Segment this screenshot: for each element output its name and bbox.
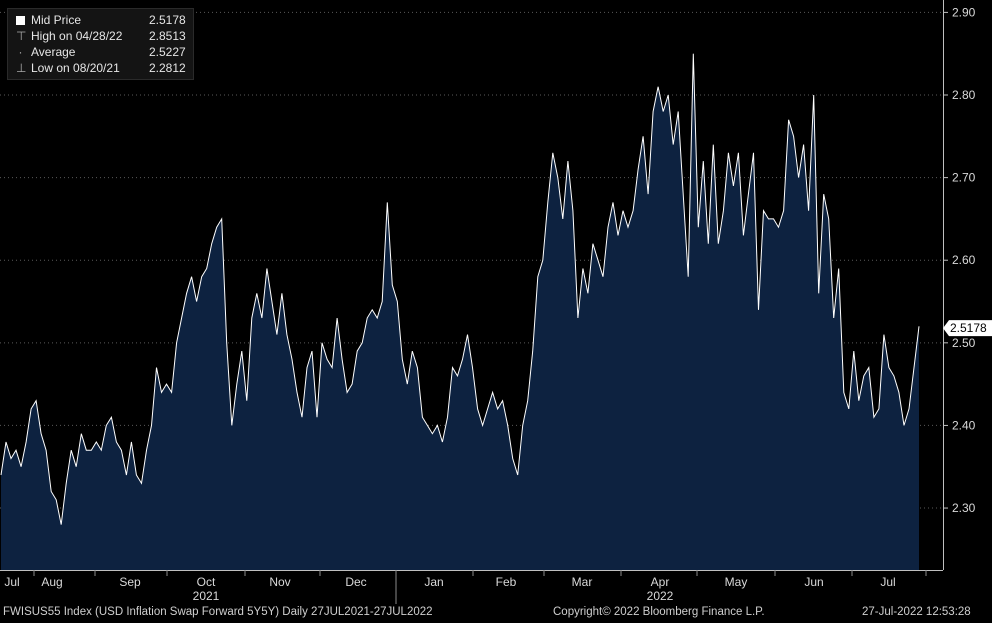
y-tick-label: 2.50 xyxy=(952,336,976,350)
footer-timestamp: 27-Jul-2022 12:53:28 xyxy=(862,606,971,618)
y-tick-label: 2.40 xyxy=(952,418,976,432)
x-year-label: 2022 xyxy=(647,589,674,603)
legend-value-mid-price: 2.5178 xyxy=(149,13,186,27)
x-tick-label: Feb xyxy=(496,575,517,589)
x-tick-label: Aug xyxy=(41,575,62,589)
low-marker-icon: ⊥ xyxy=(16,61,27,75)
legend-row-mid-price: Mid Price xyxy=(16,13,81,29)
y-axis-ticks: 2.30 2.40 2.50 2.60 2.70 2.80 2.90 xyxy=(943,5,976,515)
x-tick-label: Nov xyxy=(269,575,290,589)
x-tick-label: Jan xyxy=(424,575,443,589)
footer-ticker-description: FWISUS55 Index (USD Inflation Swap Forwa… xyxy=(3,606,433,618)
last-price-label: 2.5178 xyxy=(950,321,987,335)
last-price-tag: 2.5178 xyxy=(943,320,992,337)
legend-row-low: ⊥ Low on 08/20/21 xyxy=(16,61,120,75)
y-tick-label: 2.60 xyxy=(952,253,976,267)
x-tick-label: Jul xyxy=(880,575,895,589)
x-year-label: 2021 xyxy=(193,589,220,603)
x-tick-label: Apr xyxy=(651,575,670,589)
y-tick-label: 2.70 xyxy=(952,171,976,185)
x-tick-label: Sep xyxy=(119,575,141,589)
legend-value-high: 2.8513 xyxy=(149,29,186,43)
x-tick-label: Dec xyxy=(345,575,366,589)
footer-copyright: Copyright© 2022 Bloomberg Finance L.P. xyxy=(553,606,765,618)
y-tick-label: 2.30 xyxy=(952,501,976,515)
average-line-icon: · xyxy=(18,45,23,59)
chart-legend: Mid Price 2.5178 ⊤ High on 04/28/22 2.851… xyxy=(7,8,194,80)
legend-row-average: · Average xyxy=(16,45,76,61)
price-line xyxy=(0,53,920,525)
legend-value-low: 2.2812 xyxy=(149,61,186,75)
y-tick-label: 2.80 xyxy=(952,88,976,102)
y-tick-label: 2.90 xyxy=(952,5,976,19)
filled-square-icon xyxy=(16,16,25,25)
x-tick-label: Jul xyxy=(4,575,19,589)
x-axis-ticks: Jul Aug Sep Oct Nov Dec Jan Feb Mar Apr May Jun Jul 2… xyxy=(4,570,927,604)
x-tick-label: Jun xyxy=(804,575,823,589)
price-area xyxy=(1,53,919,570)
high-marker-icon: ⊤ xyxy=(16,29,27,43)
x-tick-label: Oct xyxy=(197,575,216,589)
legend-row-high: ⊤ High on 04/28/22 xyxy=(16,29,123,43)
legend-value-average: 2.5227 xyxy=(149,45,186,59)
x-tick-label: May xyxy=(725,575,748,589)
x-tick-label: Mar xyxy=(572,575,593,589)
